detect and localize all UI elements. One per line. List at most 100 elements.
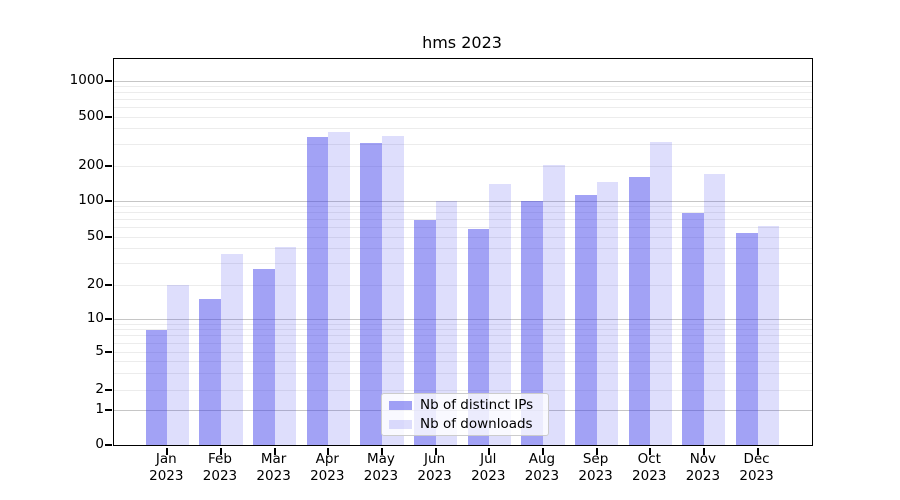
bar-distinct-ips-oct [628,177,651,445]
x-tick-label-dec: Dec 2023 [715,451,799,485]
y-tick-label-1000: 1000 [69,72,104,88]
y-tick-mark [105,200,113,202]
minor-gridline [114,92,812,94]
x-tick-label-line: 2023 [632,468,667,484]
x-tick-label-line: Aug [528,451,556,467]
x-tick-label-line: 2023 [417,468,452,484]
legend-label-distinct-ips: Nb of distinct IPs [420,397,534,413]
plot-area: Nb of distinct IPs Nb of downloads [105,58,813,455]
x-tick-label-line: 2023 [363,468,399,484]
y-tick-label-10: 10 [86,310,104,326]
y-tick-label-0: 0 [95,436,104,452]
y-tick-mark [105,165,113,167]
bar-distinct-ips-dec [735,233,758,445]
bar-downloads-mar [274,247,297,445]
y-tick-label-50: 50 [86,228,104,244]
y-tick-mark [105,389,113,391]
x-tick-mark [434,447,437,455]
minor-gridline [114,329,812,331]
bar-distinct-ips-may [360,143,382,445]
x-tick-label-line: 2023 [739,468,774,484]
minor-gridline [114,284,812,286]
x-tick-label-jun: Jun 2023 [393,451,477,485]
minor-gridline [114,99,812,101]
x-tick-label-jan: Jan 2023 [124,451,208,485]
legend: Nb of distinct IPs Nb of downloads [381,393,549,436]
minor-gridline [114,342,812,344]
legend-swatch-distinct-ips [389,400,412,410]
x-tick-label-line: Jun [424,451,446,467]
x-tick-label-mar: Mar 2023 [232,451,316,485]
x-tick-label-line: Oct [637,451,661,467]
minor-gridline [114,360,812,362]
x-tick-mark [166,447,169,455]
minor-gridline [114,372,812,374]
bar-downloads-feb [220,254,243,445]
x-tick-label-line: Jul [480,451,497,467]
y-tick-label-500: 500 [78,108,104,124]
x-tick-mark [702,447,705,455]
bar-downloads-dec [757,225,780,445]
bar-downloads-aug [542,164,565,445]
y-tick-mark [105,318,113,320]
x-tick-mark [327,447,330,455]
y-tick-mark [105,444,113,446]
x-tick-label-nov: Nov 2023 [661,451,745,485]
x-tick-label-line: 2023 [149,468,184,484]
minor-gridline [114,165,812,167]
bar-distinct-ips-jul [467,229,490,445]
minor-gridline [114,236,812,238]
minor-gridline [114,389,812,391]
minor-gridline [114,227,812,229]
x-tick-label-line: 2023 [578,468,613,484]
x-tick-mark [488,447,491,455]
bar-distinct-ips-nov [682,212,704,445]
minor-gridline [114,85,812,87]
x-tick-label-line: 2023 [202,468,238,484]
x-tick-mark [273,447,276,455]
bar-downloads-jan [167,285,189,445]
legend-swatch-downloads [389,419,412,429]
x-tick-mark [756,447,759,455]
minor-gridline [114,116,812,118]
bar-downloads-apr [328,132,350,445]
legend-item-downloads: Nb of downloads [389,416,541,432]
y-tick-label-1: 1 [95,401,104,417]
x-tick-label-line: Dec [743,451,770,467]
minor-gridline [114,128,812,130]
y-tick-mark [105,409,113,411]
minor-gridline [114,205,812,207]
x-tick-mark [541,447,544,455]
x-tick-mark [219,447,222,455]
y-tick-label-100: 100 [78,192,104,208]
bar-distinct-ips-mar [253,269,275,445]
bar-downloads-nov [703,174,726,445]
major-gridline [114,318,812,320]
bar-downloads-jul [489,184,511,445]
x-tick-label-line: Mar [260,451,287,467]
bar-downloads-may [381,136,404,445]
minor-gridline [114,263,812,265]
chart-title: hms 2023 [422,33,502,52]
bar-downloads-sep [596,181,619,445]
x-tick-label-oct: Oct 2023 [607,451,691,485]
minor-gridline [114,335,812,337]
y-tick-label-200: 200 [78,157,104,173]
x-tick-label-line: 2023 [685,468,721,484]
x-tick-label-line: 2023 [256,468,291,484]
minor-gridline [114,143,812,145]
x-tick-label-line: Jan [155,451,177,467]
bar-distinct-ips-apr [306,136,329,445]
bar-downloads-oct [650,141,672,445]
x-tick-label-jul: Jul 2023 [446,451,530,485]
y-tick-mark [105,351,113,353]
y-tick-mark [105,236,113,238]
minor-gridline [114,219,812,221]
bar-distinct-ips-aug [521,201,543,445]
bar-distinct-ips-jan [145,329,168,445]
bar-distinct-ips-feb [199,299,221,445]
x-tick-label-line: May [366,451,395,467]
x-tick-label-line: Nov [689,451,717,467]
x-tick-mark [595,447,598,455]
